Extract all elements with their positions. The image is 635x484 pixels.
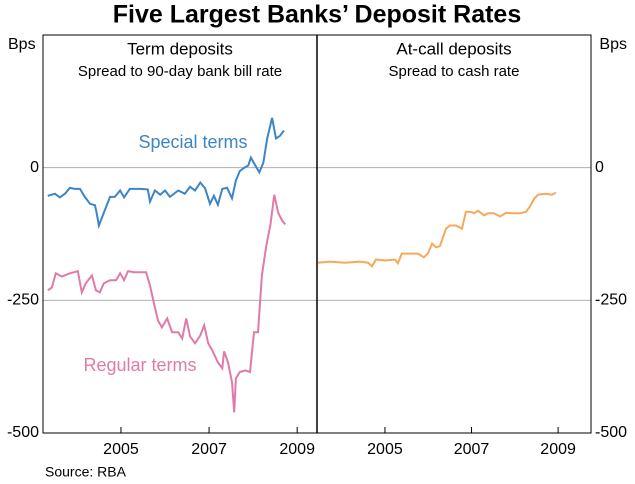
y-axis-label: Bps <box>599 36 627 53</box>
y-axis-label: Bps <box>8 36 36 53</box>
line-series <box>47 194 287 413</box>
x-tick-label: 2009 <box>279 441 315 458</box>
y-tick-label: 0 <box>595 159 604 176</box>
panel-subtitle: Spread to 90-day bank bill rate <box>78 63 282 80</box>
x-tick-label: 2007 <box>454 441 490 458</box>
panel-subtitle: Spread to cash rate <box>389 63 520 80</box>
x-tick-label: 2005 <box>103 441 139 458</box>
series-label: Special terms <box>138 132 247 152</box>
x-tick-label: 2009 <box>540 441 576 458</box>
y-tick-label: -250 <box>595 292 627 309</box>
x-tick-label: 2005 <box>367 441 403 458</box>
y-tick-label: -500 <box>595 424 627 441</box>
x-tick-label: 2007 <box>191 441 227 458</box>
series-label: Regular terms <box>83 355 196 375</box>
y-tick-label: -500 <box>7 424 39 441</box>
chart-title: Five Largest Banks’ Deposit Rates <box>113 1 521 29</box>
y-tick-label: 0 <box>30 159 39 176</box>
panel-title: At-call deposits <box>396 39 511 58</box>
y-tick-label: -250 <box>7 292 39 309</box>
line-series <box>47 117 285 230</box>
panel-title: Term deposits <box>127 39 233 58</box>
line-series <box>317 191 557 269</box>
source: Source: RBA <box>45 464 127 480</box>
